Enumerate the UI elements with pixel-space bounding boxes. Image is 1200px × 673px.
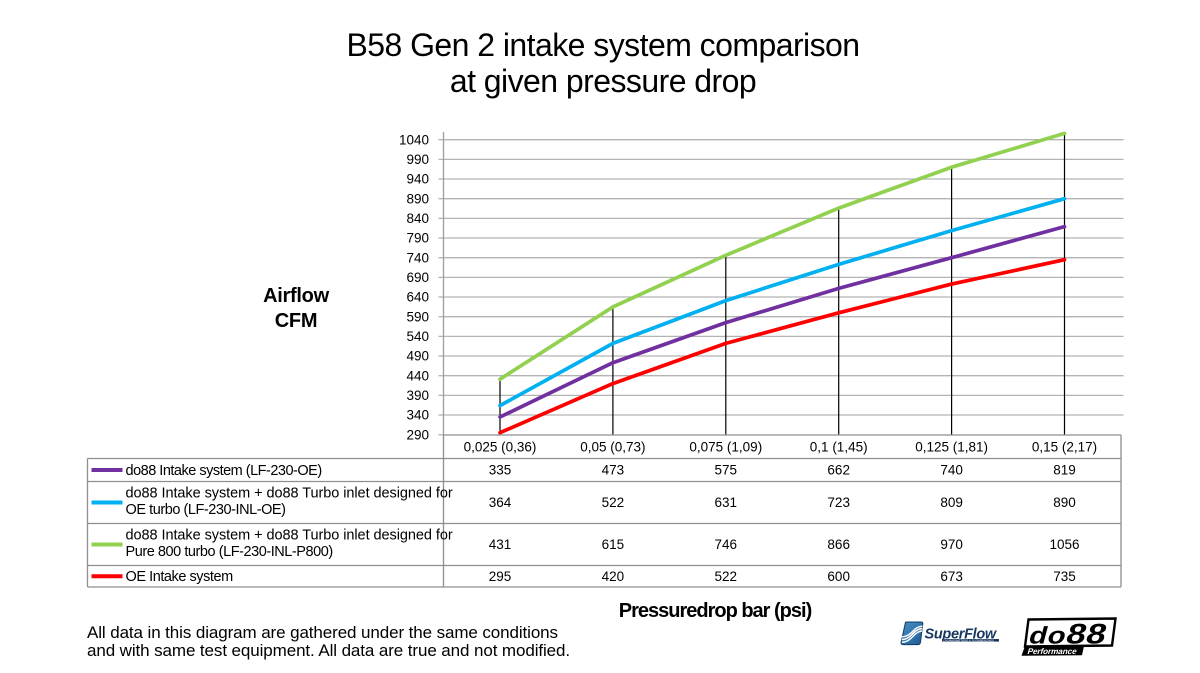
svg-text:890: 890 bbox=[406, 191, 429, 206]
svg-text:522: 522 bbox=[715, 569, 738, 584]
svg-text:735: 735 bbox=[1053, 569, 1076, 584]
svg-text:390: 390 bbox=[406, 388, 429, 403]
svg-text:790: 790 bbox=[406, 231, 429, 246]
svg-text:0,075 (1,09): 0,075 (1,09) bbox=[689, 440, 762, 455]
svg-text:890: 890 bbox=[1053, 495, 1076, 510]
svg-text:335: 335 bbox=[489, 463, 512, 478]
svg-text:590: 590 bbox=[406, 309, 429, 324]
svg-text:490: 490 bbox=[406, 349, 429, 364]
svg-text:723: 723 bbox=[827, 495, 850, 510]
svg-text:970: 970 bbox=[940, 537, 963, 552]
svg-text:OE Intake system: OE Intake system bbox=[126, 569, 234, 585]
svg-text:819: 819 bbox=[1053, 463, 1076, 478]
svg-text:840: 840 bbox=[406, 211, 429, 226]
svg-text:0,15 (2,17): 0,15 (2,17) bbox=[1032, 440, 1097, 455]
svg-text:364: 364 bbox=[489, 495, 512, 510]
svg-text:do88: do88 bbox=[1026, 618, 1111, 650]
svg-text:540: 540 bbox=[406, 329, 429, 344]
svg-text:SuperFlow: SuperFlow bbox=[925, 627, 998, 643]
svg-text:640: 640 bbox=[406, 290, 429, 305]
svg-text:600: 600 bbox=[827, 569, 850, 584]
svg-text:0,1 (1,45): 0,1 (1,45) bbox=[810, 440, 868, 455]
svg-text:662: 662 bbox=[827, 463, 850, 478]
svg-text:690: 690 bbox=[406, 270, 429, 285]
svg-text:440: 440 bbox=[406, 368, 429, 383]
svg-text:295: 295 bbox=[489, 569, 512, 584]
svg-text:522: 522 bbox=[602, 495, 625, 510]
svg-text:1040: 1040 bbox=[399, 132, 429, 147]
svg-text:Pure 800 turbo (LF-230-INL-P80: Pure 800 turbo (LF-230-INL-P800) bbox=[126, 544, 333, 560]
svg-text:809: 809 bbox=[940, 495, 963, 510]
svg-text:do88 Intake system + do88 Turb: do88 Intake system + do88 Turbo inlet de… bbox=[126, 486, 453, 502]
svg-text:631: 631 bbox=[715, 495, 738, 510]
svg-text:673: 673 bbox=[940, 569, 963, 584]
svg-text:575: 575 bbox=[715, 463, 738, 478]
svg-text:740: 740 bbox=[406, 250, 429, 265]
svg-text:340: 340 bbox=[406, 408, 429, 423]
svg-text:420: 420 bbox=[602, 569, 625, 584]
svg-text:OE turbo (LF-230-INL-OE): OE turbo (LF-230-INL-OE) bbox=[126, 502, 286, 518]
svg-text:866: 866 bbox=[827, 537, 850, 552]
svg-text:do88 Intake system (LF-230-OE): do88 Intake system (LF-230-OE) bbox=[126, 463, 322, 479]
svg-text:940: 940 bbox=[406, 172, 429, 187]
svg-text:DYNAMOMETERS & FLOWBENCHES: DYNAMOMETERS & FLOWBENCHES bbox=[944, 638, 995, 642]
svg-text:0,125 (1,81): 0,125 (1,81) bbox=[915, 440, 988, 455]
svg-text:290: 290 bbox=[406, 427, 429, 442]
svg-text:Performance: Performance bbox=[1026, 646, 1078, 656]
svg-text:473: 473 bbox=[602, 463, 625, 478]
svg-text:0,025 (0,36): 0,025 (0,36) bbox=[464, 440, 537, 455]
svg-text:do88 Intake system + do88 Turb: do88 Intake system + do88 Turbo inlet de… bbox=[126, 528, 453, 544]
svg-text:615: 615 bbox=[602, 537, 625, 552]
svg-text:990: 990 bbox=[406, 152, 429, 167]
svg-text:1056: 1056 bbox=[1049, 537, 1079, 552]
svg-text:431: 431 bbox=[489, 537, 512, 552]
svg-text:746: 746 bbox=[715, 537, 738, 552]
svg-text:740: 740 bbox=[940, 463, 963, 478]
svg-text:0,05 (0,73): 0,05 (0,73) bbox=[580, 440, 645, 455]
